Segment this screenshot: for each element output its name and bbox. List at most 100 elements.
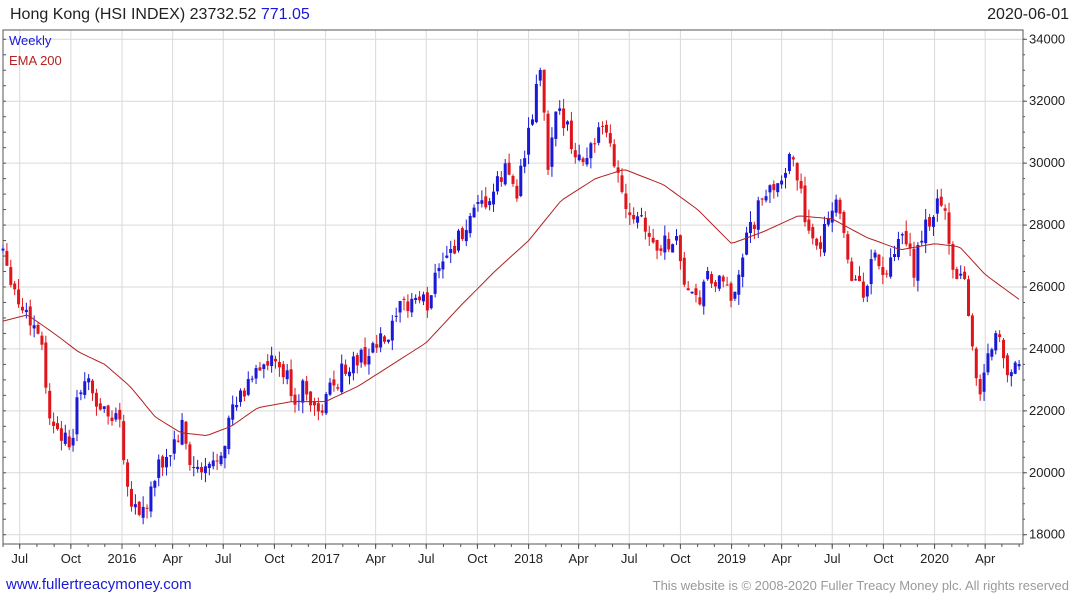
candle-down — [200, 466, 204, 473]
candle-up — [172, 439, 176, 454]
candle-down — [678, 235, 682, 262]
candle-down — [215, 460, 219, 462]
y-tick-label: 30000 — [1029, 155, 1065, 170]
candle-up — [959, 273, 963, 276]
candle-up — [324, 394, 328, 414]
candle-down — [807, 219, 811, 231]
candle-up — [165, 456, 169, 468]
candle-down — [274, 358, 278, 362]
candle-down — [281, 364, 285, 378]
candle-up — [671, 244, 675, 253]
candle-up — [410, 298, 414, 313]
candle-up — [429, 295, 433, 309]
x-tick-label: Jul — [621, 551, 638, 566]
candlestick-series — [1, 67, 1021, 525]
candle-up — [371, 343, 375, 353]
x-tick-label: Apr — [772, 551, 793, 566]
candle-up — [114, 413, 118, 420]
x-tick-label: Apr — [163, 551, 184, 566]
candle-down — [966, 279, 970, 316]
candle-up — [931, 216, 935, 227]
candle-down — [604, 124, 608, 133]
y-tick-label: 34000 — [1029, 31, 1065, 46]
candle-up — [702, 281, 706, 307]
x-tick-label: Jul — [11, 551, 28, 566]
candle-down — [266, 361, 270, 366]
candle-up — [379, 333, 383, 348]
candle-down — [161, 456, 165, 468]
candle-up — [254, 368, 258, 379]
candle-down — [955, 268, 959, 280]
candle-up — [530, 119, 534, 125]
chart-header: Hong Kong (HSI INDEX) 23732.52 771.05 20… — [0, 0, 1075, 30]
candle-down — [803, 185, 807, 223]
candle-up — [153, 480, 157, 488]
candle-up — [663, 235, 667, 253]
candle-up — [756, 200, 760, 230]
candle-up — [24, 309, 28, 313]
candle-up — [285, 370, 289, 380]
candle-down — [507, 162, 511, 175]
candle-up — [63, 432, 67, 444]
candle-up — [639, 215, 643, 217]
candle-up — [157, 459, 161, 478]
ema-200-line — [2, 169, 1020, 437]
candle-up — [468, 215, 472, 234]
candle-up — [768, 185, 772, 193]
x-tick-label: 2020 — [920, 551, 949, 566]
x-tick-label: Apr — [569, 551, 590, 566]
candle-down — [694, 288, 698, 295]
candle-down — [998, 334, 1002, 338]
legend: Weekly EMA 200 — [9, 33, 62, 68]
website-link[interactable]: www.fullertreacymoney.com — [6, 576, 192, 593]
x-tick-label: Jul — [215, 551, 232, 566]
candle-up — [900, 234, 904, 236]
x-tick-label: Oct — [873, 551, 894, 566]
candle-up — [207, 463, 211, 469]
candle-down — [122, 421, 126, 461]
candle-down — [928, 217, 932, 227]
candle-up — [390, 320, 394, 341]
candle-up — [492, 191, 496, 205]
candle-down — [951, 243, 955, 270]
candle-down — [484, 196, 488, 208]
candle-up — [75, 397, 79, 435]
candle-down — [963, 271, 967, 279]
candle-up — [826, 218, 830, 225]
candle-down — [667, 238, 671, 250]
candle-up — [503, 163, 507, 185]
candle-down — [659, 248, 663, 251]
candle-down — [460, 228, 464, 240]
candle-down — [406, 301, 410, 312]
candle-down — [562, 108, 566, 129]
candle-up — [706, 270, 710, 280]
candle-down — [655, 239, 659, 251]
candle-down — [129, 488, 133, 507]
candle-down — [729, 283, 733, 301]
candle-down — [106, 405, 110, 417]
candle-up — [231, 404, 235, 420]
candle-down — [811, 227, 815, 239]
candle-up — [994, 333, 998, 351]
candle-up — [589, 143, 593, 159]
candle-up — [873, 252, 877, 258]
candle-down — [309, 391, 313, 406]
candle-down — [651, 237, 655, 243]
candle-up — [250, 378, 254, 380]
candle-down — [713, 282, 717, 287]
candle-up — [534, 83, 538, 123]
candle-down — [44, 342, 48, 388]
legend-entry: EMA 200 — [9, 53, 62, 68]
candle-down — [1002, 339, 1006, 359]
candle-up — [168, 455, 172, 457]
candle-down — [947, 212, 951, 244]
candle-up — [869, 259, 873, 285]
candle-up — [328, 382, 332, 395]
candle-down — [499, 177, 503, 182]
y-tick-label: 32000 — [1029, 93, 1065, 108]
candle-down — [363, 347, 367, 365]
candle-up — [32, 325, 36, 329]
candle-down — [137, 501, 141, 515]
candle-up — [854, 279, 858, 281]
candle-up — [386, 339, 390, 342]
